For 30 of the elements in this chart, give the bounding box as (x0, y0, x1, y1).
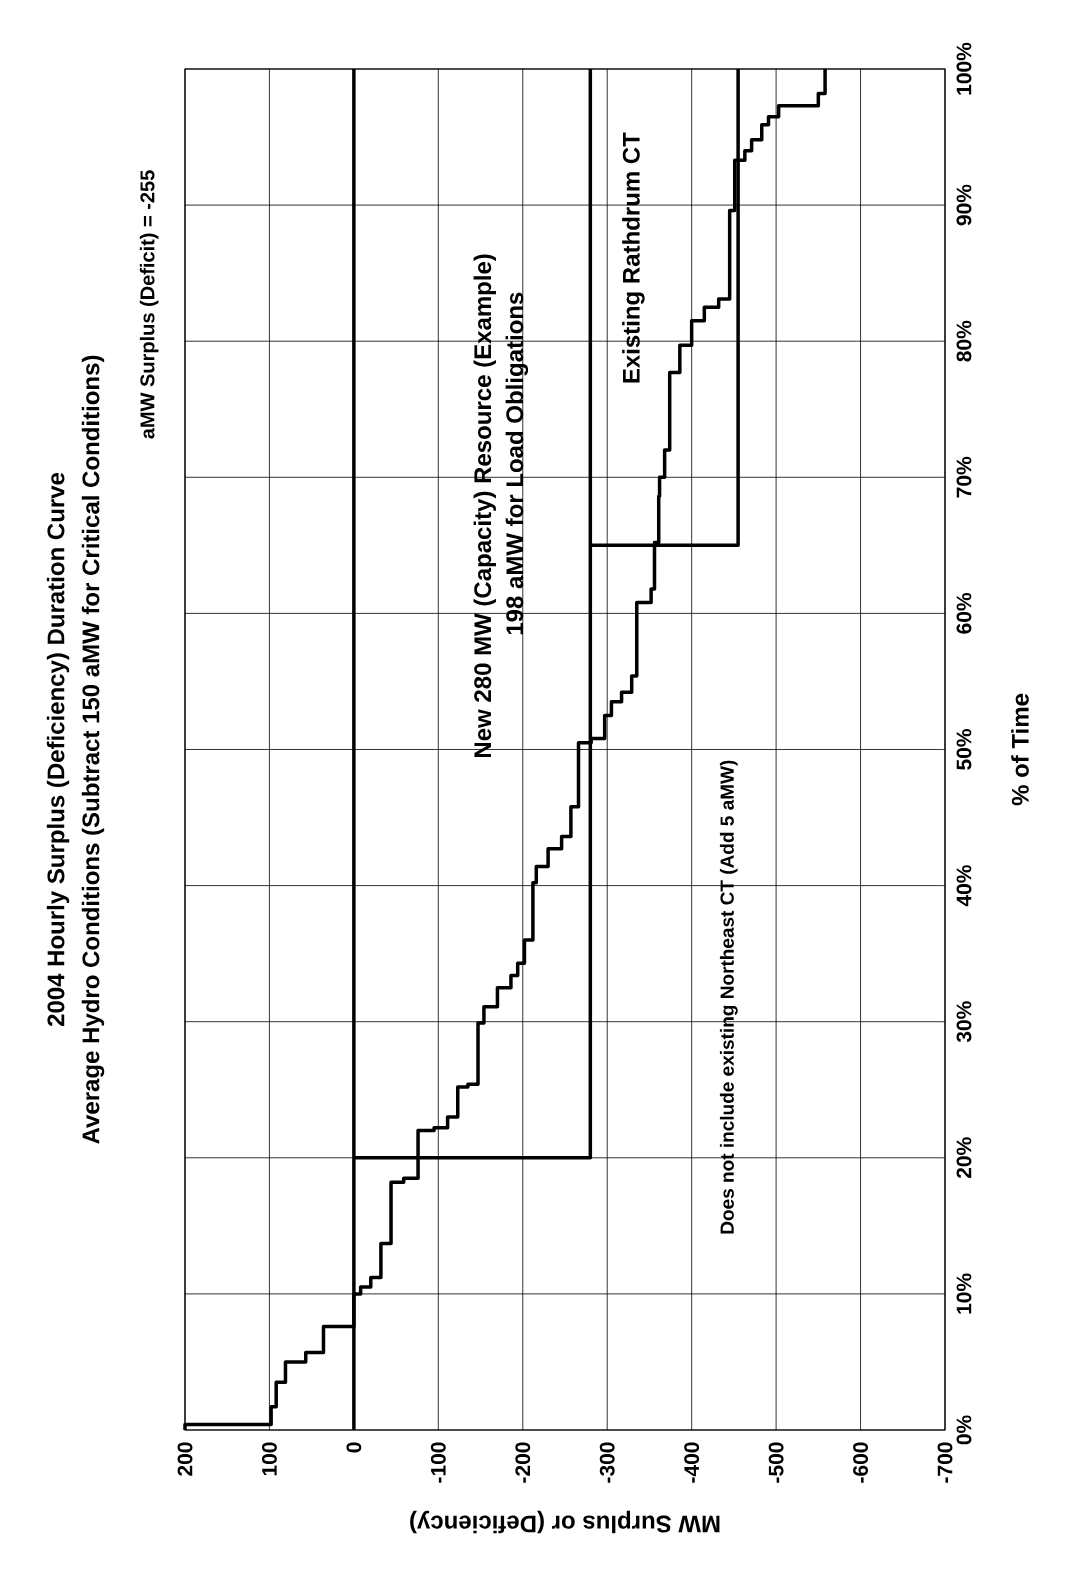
text: aMW Surplus (Deficit) = -255 (139, 170, 159, 439)
x-tick-label: 100 (262, 1442, 277, 1476)
annotation: New 280 MW (Capacity) Resource (Example) (473, 254, 496, 758)
y-tick-label: 80% (956, 320, 972, 362)
x-tick-label: -300 (599, 1442, 615, 1483)
y-tick-label: 10% (956, 1273, 972, 1314)
y-tick-label: 70% (956, 456, 972, 498)
y-tick-label: 30% (956, 1001, 972, 1043)
text: 2004 Hourly Surplus (Deficiency) Duration Curve (46, 472, 70, 1027)
x-tick-label: -600 (853, 1442, 868, 1483)
y-tick-label: 60% (956, 592, 972, 634)
x-tick-label: 200 (177, 1442, 193, 1476)
y-axis-title: % of Time (1011, 693, 1029, 806)
x-axis-title: MW Surplus or (Deficiency) (410, 1510, 720, 1534)
y-tick-label: 20% (956, 1137, 972, 1179)
x-tick-label: -100 (430, 1442, 446, 1483)
x-tick-label: 0 (346, 1442, 362, 1453)
x-tick-label: -700 (937, 1442, 953, 1483)
y-tick-label: 0% (956, 1415, 972, 1445)
x-tick-label: -200 (515, 1442, 531, 1483)
y-tick-label: 50% (956, 729, 972, 770)
y-tick-label: 40% (956, 865, 972, 907)
annotation: Existing Rathdrum CT (622, 132, 645, 383)
y-tick-label: 100% (956, 42, 972, 95)
x-tick-label: -500 (768, 1442, 784, 1483)
text: Average Hydro Conditions (Subtract 150 aMW for Critical Conditions) (81, 355, 105, 1144)
annotation: 198 aMW for Load Obligations (505, 292, 529, 635)
y-tick-label: 90% (956, 184, 972, 226)
annotation: Does not include existing Northeast CT (Add 5 aMW) (719, 760, 738, 1234)
x-tick-label: -400 (684, 1442, 700, 1483)
